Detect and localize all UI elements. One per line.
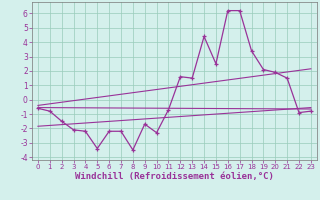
X-axis label: Windchill (Refroidissement éolien,°C): Windchill (Refroidissement éolien,°C) bbox=[75, 172, 274, 181]
